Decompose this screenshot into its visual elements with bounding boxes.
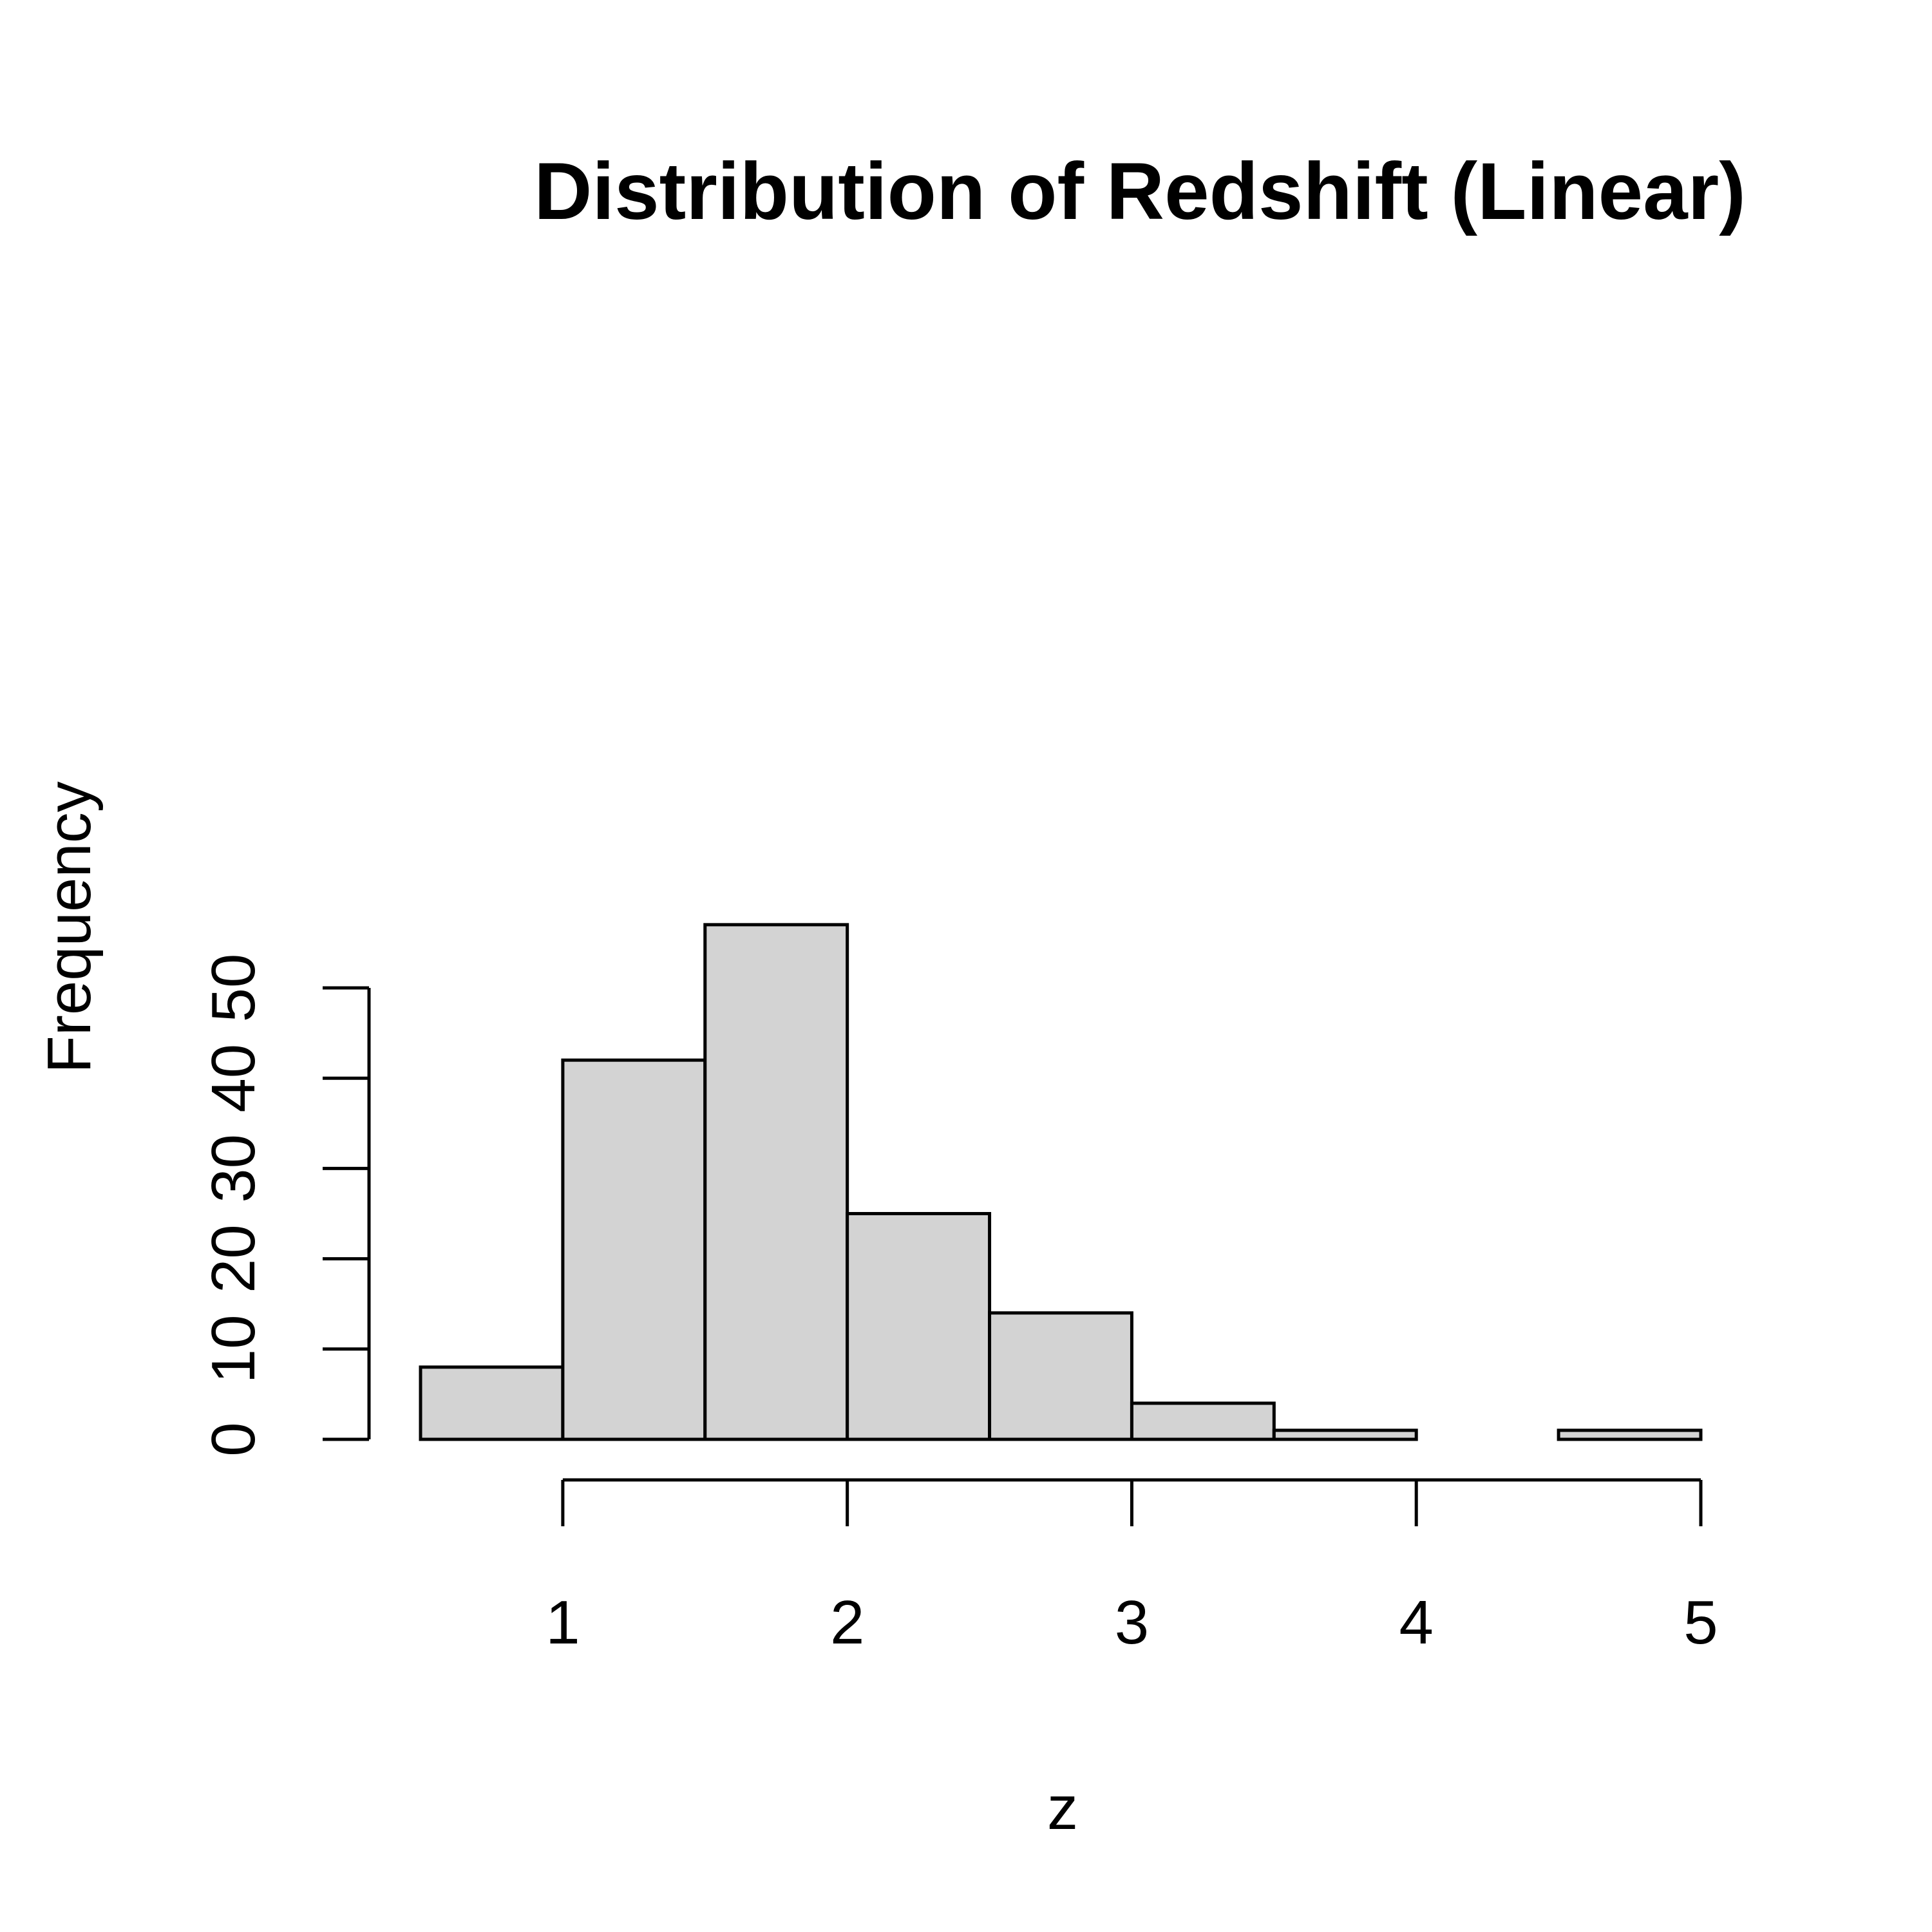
y-axis-label: Frequency bbox=[35, 781, 104, 1074]
bars-layer bbox=[419, 923, 1703, 1441]
histogram-bar-5 bbox=[1130, 1401, 1276, 1441]
y-axis: 0 10 20 30 40 50 bbox=[199, 954, 371, 1457]
y-tick-label-1: 10 bbox=[199, 1314, 268, 1383]
x-tick-label-3: 4 bbox=[1399, 1588, 1434, 1657]
y-tick-label-0: 0 bbox=[199, 1422, 268, 1456]
y-tick-label-4: 40 bbox=[199, 1044, 268, 1113]
y-tick-label-5: 50 bbox=[199, 954, 268, 1023]
chart-title: Distribution of Redshift (Linear) bbox=[534, 147, 1746, 236]
histogram-bar-0 bbox=[419, 1365, 565, 1441]
x-axis: 1 2 3 4 5 bbox=[545, 1478, 1718, 1657]
histogram-bar-8 bbox=[1557, 1428, 1703, 1441]
y-tick-label-2: 20 bbox=[199, 1224, 268, 1293]
x-tick-label-4: 5 bbox=[1683, 1588, 1718, 1657]
histogram-bar-1 bbox=[561, 1058, 707, 1441]
x-axis-label: z bbox=[1047, 1774, 1078, 1842]
y-tick-label-3: 30 bbox=[199, 1134, 268, 1203]
x-tick-label-1: 2 bbox=[830, 1588, 864, 1657]
histogram-bar-6 bbox=[1272, 1428, 1418, 1441]
histogram-bar-3 bbox=[846, 1212, 992, 1441]
x-tick-label-0: 1 bbox=[545, 1588, 580, 1657]
histogram-bar-4 bbox=[988, 1311, 1133, 1441]
histogram-bar-2 bbox=[703, 923, 849, 1441]
x-tick-label-2: 3 bbox=[1115, 1588, 1149, 1657]
